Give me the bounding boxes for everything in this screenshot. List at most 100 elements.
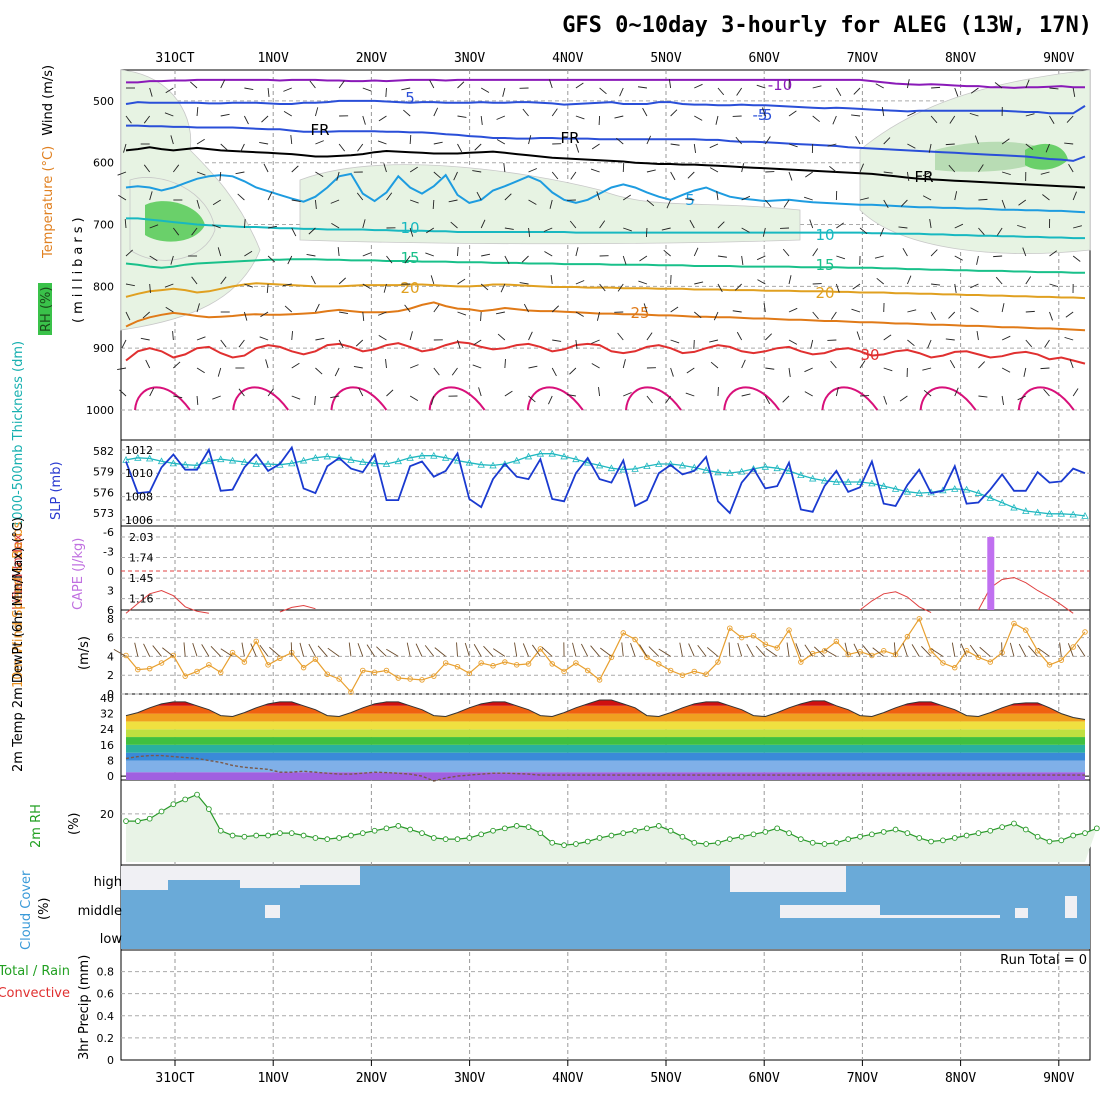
wind-barb — [401, 87, 411, 91]
wind10m-point — [703, 671, 709, 678]
wind10m-barb — [795, 643, 802, 657]
temperature-contour-32 — [330, 386, 388, 411]
wind-barb — [741, 227, 750, 233]
wind-barb — [803, 196, 813, 201]
wind-barb — [140, 337, 150, 341]
rh2m-point — [679, 833, 686, 840]
precip-tick-label: 0.6 — [97, 988, 115, 1001]
thickness-point — [1022, 507, 1030, 514]
thickness-point — [1081, 512, 1089, 519]
rh2m-point — [762, 829, 769, 835]
cloud-clear-patch — [1065, 896, 1077, 918]
rh2m-point — [442, 836, 449, 842]
wind-barb — [143, 164, 151, 173]
wind-barb — [686, 367, 695, 374]
rh-axis-label: RH (%) — [39, 287, 54, 332]
thickness-point — [962, 485, 971, 493]
wind-barb — [243, 218, 246, 229]
wind-barb — [599, 283, 606, 292]
wind-barb — [670, 171, 676, 181]
wind10m-point — [135, 666, 141, 673]
wind-barb — [788, 339, 798, 345]
wind-barb — [948, 311, 956, 319]
temperature-band — [126, 713, 1085, 722]
wind10m-barb — [162, 647, 174, 657]
thickness-axis-label: 1000-500mb Thickness (dm) — [11, 341, 26, 528]
thickness-point — [311, 453, 320, 461]
temperature-contour-32 — [625, 386, 682, 411]
wind-barb — [315, 337, 325, 341]
wind-barb — [978, 361, 986, 369]
wind-barb — [689, 219, 695, 229]
wind-barb — [143, 115, 151, 124]
wind-barb — [425, 252, 434, 257]
rh2m-point — [869, 831, 875, 838]
pressure-tick-label: 900 — [93, 342, 114, 355]
wind10m-barb — [911, 644, 920, 657]
wind-barb — [1065, 311, 1074, 318]
wind-barb — [170, 135, 174, 145]
wind-barb — [291, 199, 301, 203]
wind10m-point — [1011, 620, 1017, 627]
wind-barb — [954, 255, 963, 261]
wind10m-point — [146, 665, 153, 672]
temperature-band — [126, 729, 1085, 738]
wind-barb — [883, 367, 893, 372]
panel8-ylabels: Total / Rain Convective 3hr Precip (mm) … — [0, 953, 1087, 1060]
top-date-label: 9NOV — [1043, 51, 1074, 66]
wind-barb — [575, 311, 584, 317]
wind-barb — [196, 367, 205, 374]
thickness-point — [524, 452, 533, 460]
rh2m-point — [490, 827, 496, 834]
wind10m-barb — [386, 648, 399, 657]
wind-barb — [165, 87, 174, 94]
wind-barb — [741, 195, 751, 201]
thickness-point — [678, 461, 687, 469]
rh2m-point — [1011, 820, 1017, 827]
wind10m-tick-label: 2 — [107, 669, 114, 682]
wind-barb — [551, 305, 560, 313]
wind-barb — [670, 109, 678, 117]
thickness-point — [548, 449, 556, 457]
thickness-point — [666, 460, 675, 467]
wind10m-barb — [424, 645, 435, 657]
wind-barb — [596, 191, 601, 201]
wind-barb — [481, 253, 491, 257]
wind-barb — [173, 395, 183, 399]
wind10m-barb — [259, 644, 269, 657]
wind10m-barb — [639, 644, 648, 657]
wind10m-barb — [1076, 644, 1086, 657]
wind-barb — [338, 339, 344, 349]
thickness-point — [441, 453, 450, 461]
wind-barb — [125, 311, 131, 321]
wind-barb — [450, 221, 458, 229]
rh2m-point — [644, 825, 650, 832]
wind-barb — [1025, 310, 1035, 313]
wind-barb — [409, 364, 419, 369]
thickness-point — [335, 453, 343, 461]
wind-barb — [907, 309, 917, 313]
wind-barb — [906, 275, 912, 285]
wind10m-barb — [853, 643, 861, 657]
wind-barb — [356, 192, 364, 201]
temperature-band — [126, 737, 1085, 745]
wind-barb — [670, 339, 680, 344]
wind-barb — [764, 395, 771, 405]
thickness-point — [737, 467, 746, 475]
temperature-contour — [126, 78, 1085, 89]
wind-barb — [220, 143, 228, 151]
rh2m-point — [951, 835, 958, 841]
rh2m-point — [584, 838, 591, 845]
rh2m-point — [158, 808, 165, 815]
precip-tick-label: 0.4 — [97, 1010, 115, 1023]
cloud-clear-patch — [1015, 908, 1028, 918]
rh2m-point — [845, 836, 852, 842]
wind-barb — [266, 283, 269, 294]
wind-barb — [291, 395, 301, 400]
wind-barb — [851, 308, 861, 313]
precip-units-label: 3hr Precip (mm) — [77, 955, 92, 1060]
wind10m-point — [656, 661, 662, 667]
thickness-point — [536, 449, 545, 457]
wind-barb — [244, 283, 253, 288]
wind-barb — [978, 198, 988, 201]
